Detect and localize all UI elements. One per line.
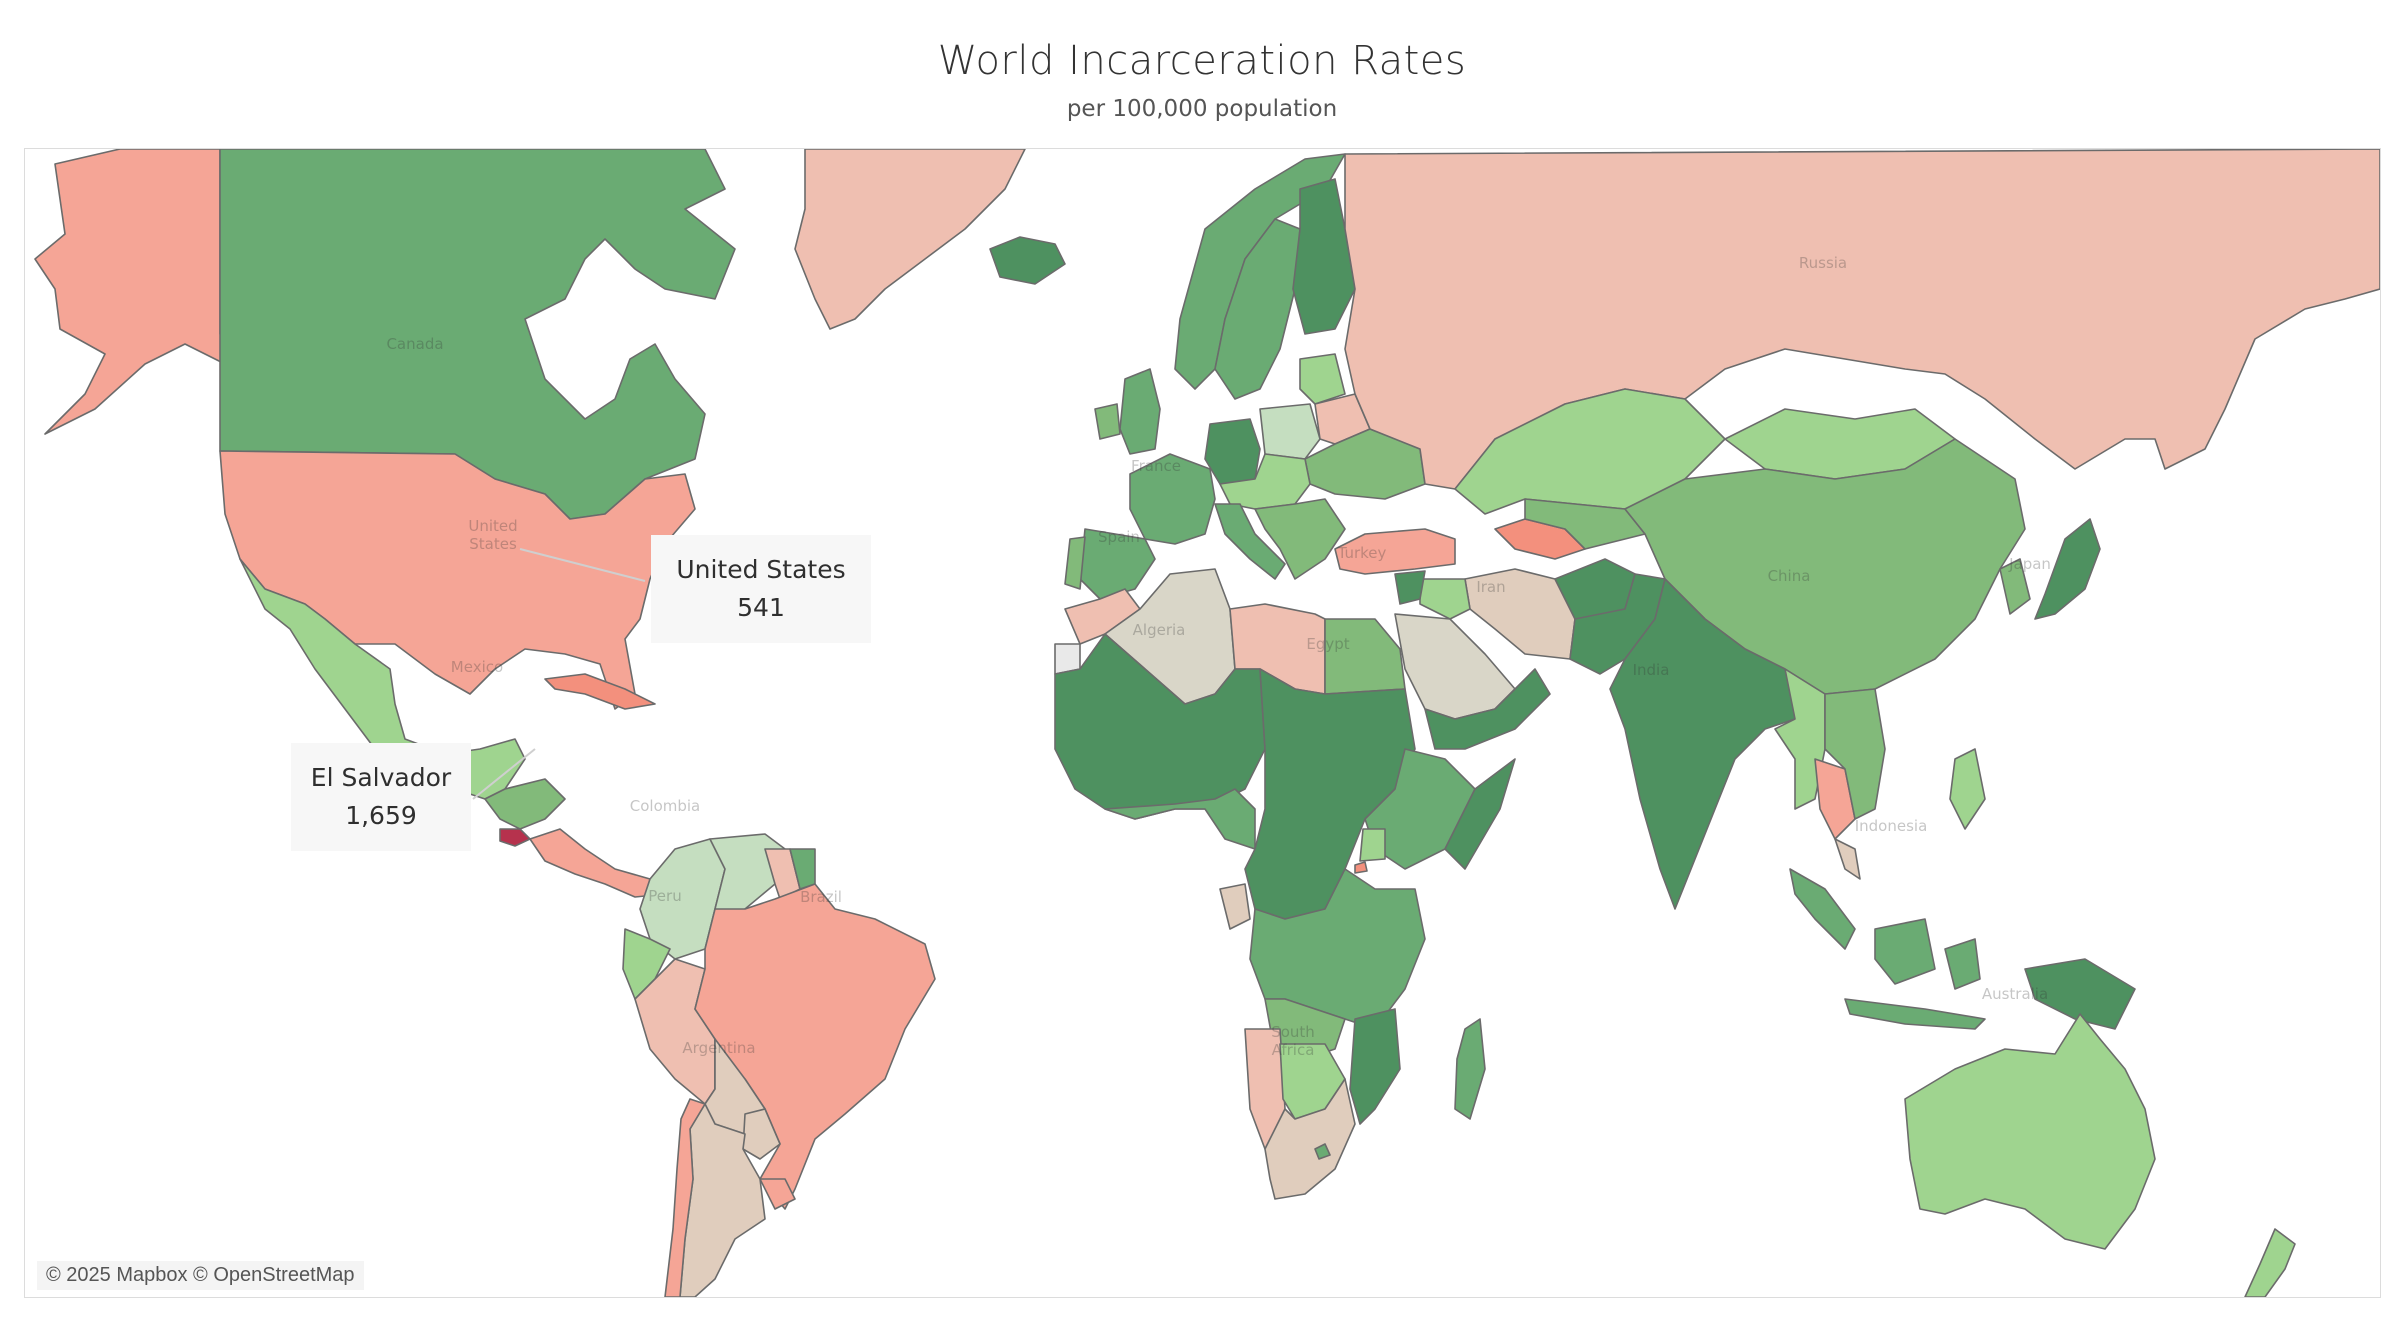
- callout-country: El Salvador: [310, 763, 452, 792]
- country-lesotho[interactable]: [1314, 1143, 1331, 1160]
- country-chile[interactable]: [664, 1098, 706, 1297]
- label-china: China: [1768, 567, 1811, 585]
- label-egypt: Egypt: [1306, 635, 1349, 653]
- label-united-states-1: United: [468, 517, 517, 535]
- country-gabon[interactable]: [1219, 883, 1251, 930]
- label-peru: Peru: [648, 887, 681, 905]
- label-brazil: Brazil: [800, 888, 842, 906]
- country-guatemala-honduras[interactable]: [484, 778, 566, 830]
- label-south-africa-2: Africa: [1272, 1041, 1315, 1059]
- country-thailand[interactable]: [1814, 758, 1856, 840]
- country-kazakhstan[interactable]: [1454, 388, 1726, 515]
- country-egypt[interactable]: [1324, 618, 1406, 695]
- label-india: India: [1633, 661, 1670, 679]
- country-south-africa[interactable]: [1264, 1078, 1356, 1200]
- country-finland[interactable]: [1292, 178, 1356, 335]
- label-south-africa-1: South: [1271, 1023, 1315, 1041]
- country-papua-new-guinea[interactable]: [2024, 958, 2136, 1030]
- label-russia: Russia: [1799, 254, 1847, 272]
- country-uruguay[interactable]: [759, 1178, 796, 1210]
- country-iceland[interactable]: [989, 236, 1066, 285]
- label-iran: Iran: [1476, 578, 1505, 596]
- label-canada: Canada: [386, 335, 443, 353]
- label-australia: Australia: [1982, 985, 2048, 1003]
- country-madagascar[interactable]: [1454, 1018, 1486, 1120]
- label-france: France: [1131, 457, 1181, 475]
- map-attribution[interactable]: © 2025 Mapbox © OpenStreetMap: [37, 1261, 364, 1290]
- country-italy[interactable]: [1214, 503, 1286, 580]
- country-yemen-oman[interactable]: [1424, 668, 1551, 750]
- country-nicaragua-panama[interactable]: [529, 828, 666, 898]
- country-malaysia[interactable]: [1834, 838, 1861, 880]
- label-spain: Spain: [1098, 528, 1140, 546]
- country-greenland[interactable]: [794, 149, 1026, 330]
- callout-value: 541: [737, 593, 785, 622]
- country-japan[interactable]: [2034, 518, 2101, 620]
- country-iraq[interactable]: [1419, 578, 1471, 620]
- country-india[interactable]: [1609, 578, 1816, 910]
- country-philippines[interactable]: [1949, 748, 1986, 830]
- country-ethiopia-kenya[interactable]: [1364, 748, 1476, 870]
- callout-value: 1,659: [345, 801, 417, 830]
- callout-leader-el-salvador: [472, 748, 536, 800]
- country-vietnam-laos[interactable]: [1824, 688, 1886, 820]
- country-australia[interactable]: [1904, 1013, 2156, 1250]
- country-cuba[interactable]: [544, 673, 656, 710]
- label-indonesia: Indonesia: [1855, 817, 1928, 835]
- country-korea[interactable]: [1999, 558, 2031, 615]
- country-new-zealand[interactable]: [2244, 1228, 2296, 1297]
- label-turkey: Turkey: [1337, 544, 1387, 562]
- country-uk[interactable]: [1119, 368, 1161, 455]
- country-el-salvador[interactable]: [499, 828, 531, 847]
- label-united-states-2: States: [469, 535, 517, 553]
- country-france[interactable]: [1129, 453, 1216, 545]
- country-mexico[interactable]: [239, 558, 526, 800]
- callout-country: United States: [676, 555, 846, 584]
- chart-title: World Incarceration Rates: [937, 38, 1467, 84]
- country-rwanda[interactable]: [1354, 861, 1368, 874]
- country-mozambique[interactable]: [1349, 1008, 1401, 1125]
- country-syria[interactable]: [1394, 570, 1426, 605]
- map-viewport[interactable]: Canada United States Mexico Colombia Per…: [24, 148, 2381, 1298]
- country-ireland[interactable]: [1094, 403, 1121, 440]
- label-algeria: Algeria: [1133, 621, 1186, 639]
- country-baltics[interactable]: [1299, 353, 1346, 405]
- country-sweden[interactable]: [1214, 218, 1301, 400]
- country-indonesia[interactable]: [1789, 868, 1986, 1030]
- country-central-asia[interactable]: [1524, 498, 1646, 550]
- country-somalia[interactable]: [1444, 758, 1516, 870]
- label-mexico: Mexico: [451, 658, 503, 676]
- country-portugal[interactable]: [1064, 536, 1086, 590]
- country-germany[interactable]: [1204, 418, 1261, 485]
- country-poland[interactable]: [1259, 403, 1321, 460]
- label-colombia: Colombia: [630, 797, 701, 815]
- callout-leader-united-states: [519, 548, 646, 582]
- chart-subtitle: per 100,000 population: [1066, 96, 1338, 122]
- country-turkey[interactable]: [1334, 528, 1456, 575]
- callout-el-salvador[interactable]: El Salvador 1,659: [291, 743, 471, 851]
- label-japan: Japan: [2008, 555, 2051, 573]
- callout-united-states[interactable]: United States 541: [651, 535, 871, 643]
- country-balkans[interactable]: [1254, 498, 1346, 580]
- country-uganda[interactable]: [1359, 828, 1386, 862]
- country-russia[interactable]: [1344, 149, 2380, 490]
- world-map[interactable]: Canada United States Mexico Colombia Per…: [25, 149, 2380, 1297]
- label-argentina: Argentina: [682, 1039, 755, 1057]
